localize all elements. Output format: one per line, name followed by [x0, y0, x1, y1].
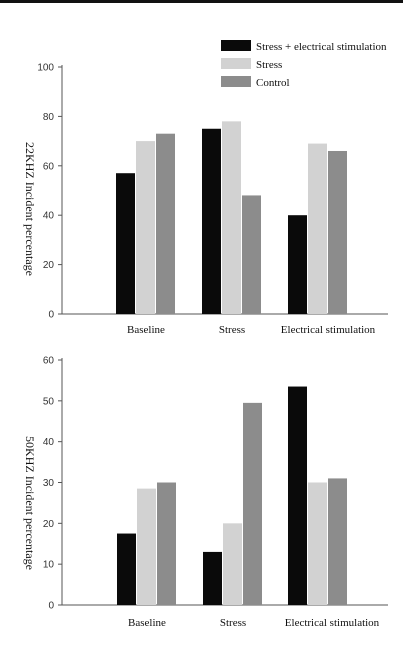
- y-tick-label: 20: [43, 260, 55, 271]
- bar: [288, 386, 307, 605]
- bar: [308, 482, 327, 605]
- y-tick-label: 30: [43, 478, 55, 489]
- x-tick-label: Baseline: [127, 324, 165, 336]
- x-tick-label: Electrical stimulation: [285, 617, 380, 629]
- y-tick-label: 60: [43, 356, 55, 367]
- bar: [288, 215, 307, 314]
- top-border: [0, 0, 403, 3]
- bar: [328, 150, 347, 314]
- chart-22khz: 0 20 40 60 80 100 Baseline Stress Electrical sti…: [23, 63, 388, 336]
- y-tick-label: 0: [48, 310, 54, 321]
- y-tick-label: 40: [43, 437, 55, 448]
- bar: [222, 121, 241, 314]
- y-tick-label: 80: [43, 112, 55, 123]
- bar: [116, 173, 135, 314]
- bar: [136, 141, 155, 314]
- x-tick-label: Baseline: [128, 617, 166, 629]
- y-axis-title: 50KHZ Incident percentage: [23, 436, 37, 570]
- bar: [156, 133, 175, 314]
- bar: [202, 128, 221, 314]
- bar: [157, 482, 176, 605]
- legend-label: Stress: [256, 59, 282, 71]
- bar: [223, 523, 242, 605]
- bar: [203, 551, 222, 605]
- y-tick-label: 100: [37, 63, 54, 74]
- legend-swatch: [221, 40, 251, 51]
- y-tick-label: 20: [43, 519, 55, 530]
- chart-50khz: 0 10 20 30 40 50 60 Baseline Stress Electrical st…: [23, 356, 388, 629]
- legend-label: Stress + electrical stimulation: [256, 41, 387, 53]
- y-tick-label: 40: [43, 211, 55, 222]
- legend: Stress + electrical stimulation Stress Con…: [221, 40, 387, 89]
- y-tick-label: 10: [43, 560, 55, 571]
- legend-swatch: [221, 76, 251, 87]
- x-tick-label: Electrical stimulation: [281, 324, 376, 336]
- x-tick-label: Stress: [220, 617, 246, 629]
- y-tick-label: 0: [48, 601, 54, 612]
- legend-label: Control: [256, 77, 290, 89]
- bar: [243, 402, 262, 605]
- bar: [117, 533, 136, 605]
- bar: [242, 195, 261, 314]
- bar: [308, 143, 327, 314]
- y-axis-title: 22KHZ Incident percentage: [23, 142, 37, 276]
- legend-swatch: [221, 58, 251, 69]
- bar: [328, 478, 347, 605]
- bar: [137, 488, 156, 605]
- x-tick-label: Stress: [219, 324, 245, 336]
- y-tick-label: 50: [43, 396, 55, 407]
- y-tick-label: 60: [43, 161, 55, 172]
